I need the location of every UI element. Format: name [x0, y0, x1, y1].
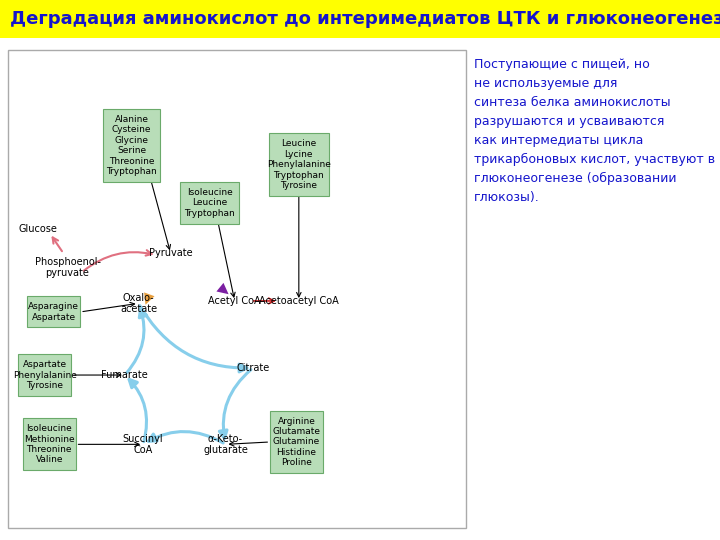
Text: Arginine
Glutamate
Glutamine
Histidine
Proline: Arginine Glutamate Glutamine Histidine P…	[273, 417, 320, 467]
Text: Acetyl CoA: Acetyl CoA	[208, 296, 261, 306]
Text: Succinyl
CoA: Succinyl CoA	[123, 434, 163, 455]
Bar	[269, 133, 328, 196]
Text: Поступающие с пищей, но
не используемые для
синтеза белка аминокислоты
разрушают: Поступающие с пищей, но не используемые …	[474, 58, 715, 204]
Bar	[27, 296, 80, 327]
Text: Acetoacetyl CoA: Acetoacetyl CoA	[259, 296, 338, 306]
Bar	[103, 109, 161, 182]
Text: Деградация аминокислот до интеримедиатов ЦТК и глюконеогенез: Деградация аминокислот до интеримедиатов…	[10, 10, 720, 28]
Text: Isoleucine
Leucine
Tryptophan: Isoleucine Leucine Tryptophan	[184, 188, 235, 218]
Bar	[270, 411, 323, 473]
Text: Fumarate: Fumarate	[102, 370, 148, 380]
Text: α-Keto-
glutarate: α-Keto- glutarate	[203, 434, 248, 455]
Text: Phosphoenol-
pyruvate: Phosphoenol- pyruvate	[35, 256, 101, 278]
Text: Glucose: Glucose	[18, 224, 57, 234]
Text: Pyruvate: Pyruvate	[149, 248, 192, 258]
Bar	[8, 50, 466, 528]
Text: Asparagine
Aspartate: Asparagine Aspartate	[28, 302, 79, 322]
Text: Aspartate
Phenylalanine
Tyrosine: Aspartate Phenylalanine Tyrosine	[13, 360, 76, 390]
Bar	[23, 418, 76, 470]
Text: Citrate: Citrate	[236, 363, 270, 373]
Text: Alanine
Cysteine
Glycine
Serine
Threonine
Tryptophan: Alanine Cysteine Glycine Serine Threonin…	[107, 115, 157, 176]
Bar	[180, 182, 239, 224]
Bar	[18, 354, 71, 396]
Text: Isoleucine
Methionine
Threonine
Valine: Isoleucine Methionine Threonine Valine	[24, 424, 75, 464]
Text: Oxalo-
acetate: Oxalo- acetate	[120, 293, 157, 314]
Bar	[0, 0, 720, 38]
Text: Leucine
Lycine
Phenylalanine
Tryptophan
Tyrosine: Leucine Lycine Phenylalanine Tryptophan …	[267, 139, 330, 190]
